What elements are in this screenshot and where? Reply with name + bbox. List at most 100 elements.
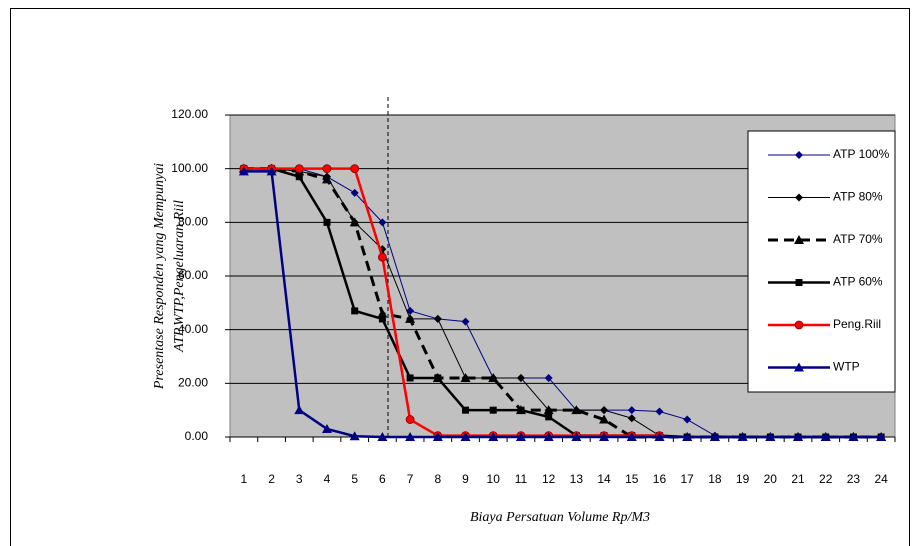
series-line [243, 167, 660, 437]
marker [295, 173, 303, 181]
marker [323, 218, 331, 226]
marker [321, 174, 332, 184]
marker [543, 405, 554, 415]
marker [238, 166, 249, 176]
marker [571, 405, 582, 415]
x-tick-label: 13 [570, 472, 584, 486]
marker [321, 423, 332, 433]
y-tick-label: 60.00 [178, 268, 208, 282]
marker [655, 407, 664, 416]
marker [266, 166, 277, 176]
marker [489, 406, 497, 414]
marker [378, 218, 387, 227]
marker [349, 431, 360, 441]
marker [377, 308, 388, 318]
marker [794, 362, 804, 372]
marker [544, 373, 553, 382]
x-tick-label: 11 [515, 472, 528, 486]
marker [876, 432, 887, 441]
legend-label: WTP [833, 360, 860, 374]
marker [377, 252, 387, 262]
marker [460, 432, 471, 441]
marker [709, 432, 720, 441]
y-tick-label: 120.00 [171, 107, 208, 121]
x-tick-label: 8 [434, 472, 441, 486]
marker [434, 374, 442, 382]
marker [627, 414, 636, 423]
legend-label: ATP 80% [833, 190, 883, 204]
marker [350, 164, 360, 174]
series-line [243, 170, 882, 439]
marker [795, 193, 803, 202]
marker [599, 414, 610, 424]
x-tick-label: 5 [351, 472, 358, 486]
marker [405, 432, 416, 441]
marker [543, 432, 554, 441]
legend-box [747, 130, 896, 393]
marker [682, 432, 693, 441]
marker [683, 415, 692, 424]
x-tick-label: 18 [708, 472, 722, 486]
legend-label: ATP 100% [833, 147, 890, 161]
marker [654, 432, 665, 441]
x-tick-label: 15 [625, 472, 639, 486]
marker [294, 164, 304, 174]
y-axis-title-line: Presentase Responden yang Mempunyai [152, 163, 167, 390]
marker [517, 406, 525, 414]
marker [737, 432, 748, 441]
marker [626, 432, 637, 441]
marker [406, 374, 414, 382]
x-tick-label: 14 [597, 472, 611, 486]
marker [571, 432, 582, 441]
x-tick-label: 10 [487, 472, 501, 486]
marker [599, 432, 610, 441]
legend-label: ATP 60% [833, 275, 883, 289]
marker [351, 307, 359, 315]
legend: ATP 100% ATP 80% ATP 70% ATP 60% Peng.Riil WT… [747, 130, 896, 393]
marker [516, 373, 525, 382]
x-tick-label: 1 [241, 472, 248, 486]
marker [600, 406, 609, 415]
x-tick-label: 20 [764, 472, 778, 486]
x-tick-label: 2 [268, 472, 275, 486]
marker [349, 217, 360, 227]
legend-label: Peng.Riil [833, 317, 881, 331]
marker [848, 432, 859, 441]
marker [461, 317, 470, 326]
legend-label: ATP 70% [833, 232, 883, 246]
marker [405, 313, 416, 323]
y-axis-title: Presentase Responden yang Mempunyai ATP,… [152, 163, 187, 390]
marker [350, 188, 359, 197]
x-tick-label: 21 [791, 472, 805, 486]
marker [433, 314, 442, 323]
marker [460, 372, 471, 382]
marker [378, 315, 386, 323]
marker [488, 372, 499, 382]
marker [795, 279, 803, 286]
marker [322, 164, 332, 174]
x-axis-title: Biaya Persatuan Volume Rp/M3 [470, 510, 650, 525]
marker [795, 151, 803, 159]
x-tick-label: 7 [407, 472, 414, 486]
y-tick-label: 80.00 [178, 215, 208, 229]
x-tick-label: 24 [874, 472, 888, 486]
x-tick-label: 23 [847, 472, 861, 486]
y-tick-label: 20.00 [178, 376, 208, 390]
marker [432, 432, 443, 441]
x-tick-label: 16 [653, 472, 667, 486]
marker [545, 413, 553, 421]
marker [488, 432, 499, 441]
marker [462, 406, 470, 414]
marker [294, 405, 305, 415]
x-tick-label: 17 [681, 472, 695, 486]
marker [515, 432, 526, 441]
marker [377, 432, 388, 441]
marker [405, 415, 415, 424]
x-tick-label: 6 [379, 472, 386, 486]
y-tick-label: 0.00 [185, 429, 209, 443]
marker [627, 406, 636, 415]
marker [820, 432, 831, 441]
marker [794, 320, 804, 330]
y-tick-label: 100.00 [171, 161, 208, 175]
